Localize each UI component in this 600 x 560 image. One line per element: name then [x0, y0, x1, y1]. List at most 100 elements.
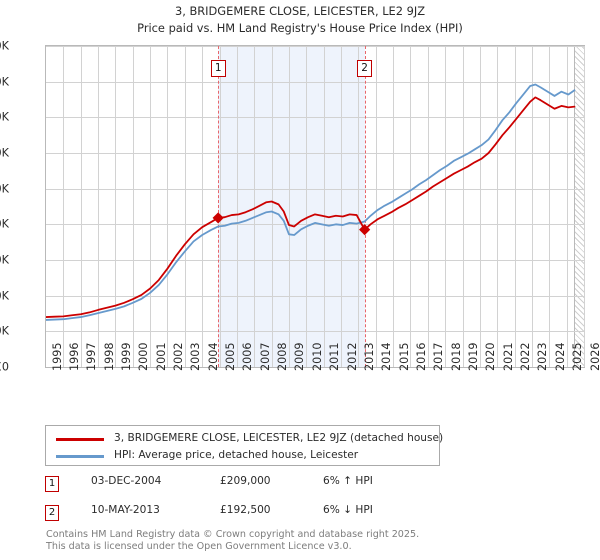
x-axis-tick-label: 2017 — [432, 342, 446, 371]
gridline-vertical — [167, 46, 169, 367]
transaction-row[interactable]: 1 03-DEC-2004 £209,000 6% ↑ HPI — [45, 475, 465, 495]
x-axis-tick-label: 2005 — [224, 342, 238, 371]
transaction-hpi-delta: 6% ↑ HPI — [323, 475, 373, 487]
x-axis-tick-label: 1996 — [67, 342, 81, 371]
gridline-horizontal — [46, 295, 584, 297]
transaction-row[interactable]: 2 10-MAY-2013 £192,500 6% ↓ HPI — [45, 504, 465, 524]
x-axis-tick-label: 2023 — [536, 342, 550, 371]
gridline-vertical — [375, 46, 377, 367]
x-axis-tick-label: 2010 — [310, 342, 324, 371]
x-axis-tick-label: 1997 — [85, 342, 99, 371]
gridline-vertical — [98, 46, 100, 367]
gridline-horizontal — [46, 117, 584, 119]
series-lines — [46, 46, 584, 367]
gridline-vertical — [80, 46, 82, 367]
x-axis-tick-label: 2006 — [241, 342, 255, 371]
gridline-vertical — [549, 46, 551, 367]
gridline-vertical — [341, 46, 343, 367]
x-axis-tick-label: 2003 — [189, 342, 203, 371]
data-point-marker-1 — [212, 212, 224, 224]
legend-swatch-price-paid — [56, 438, 104, 441]
gridline-horizontal — [46, 260, 584, 261]
gridline-horizontal — [46, 224, 584, 226]
transaction-hpi-delta: 6% ↓ HPI — [323, 504, 373, 516]
x-axis-tick-label: 2008 — [276, 342, 290, 371]
gridline-vertical — [479, 46, 481, 367]
gridline-vertical — [115, 46, 117, 367]
x-axis-tick-label: 2021 — [501, 342, 515, 371]
y-axis-tick-label: £0 — [0, 360, 9, 374]
annotation-vline-1 — [218, 46, 220, 367]
footer-line-2: This data is licensed under the Open Gov… — [46, 540, 352, 552]
x-axis-tick-label: 2011 — [328, 342, 342, 371]
gridline-vertical — [358, 46, 360, 367]
gridline-vertical — [219, 46, 221, 367]
gridline-vertical — [445, 46, 447, 367]
chart-legend: 3, BRIDGEMERE CLOSE, LEICESTER, LE2 9JZ … — [45, 425, 443, 466]
gridline-vertical — [254, 46, 256, 367]
annotation-vline-2 — [364, 46, 366, 367]
gridline-vertical — [306, 46, 308, 367]
x-axis-tick-label: 2025 — [571, 342, 585, 371]
gridline-vertical — [566, 46, 568, 367]
x-axis-tick-label: 1999 — [119, 342, 133, 371]
page-subtitle: Price paid vs. HM Land Registry's House … — [137, 21, 463, 35]
gridline-vertical — [531, 46, 533, 367]
x-axis-tick-label: 2022 — [519, 342, 533, 371]
transaction-span-band — [218, 46, 365, 367]
x-axis-tick-label: 2014 — [380, 342, 394, 371]
gridline-vertical — [184, 46, 186, 367]
transaction-index-badge: 1 — [45, 476, 59, 492]
y-axis-tick-label: £300K — [0, 146, 9, 160]
x-axis-tick-label: 2007 — [258, 342, 272, 371]
transaction-price: £209,000 — [220, 475, 271, 487]
gridline-vertical — [288, 46, 290, 367]
gridline-horizontal — [46, 331, 584, 333]
transaction-index-badge: 2 — [45, 505, 59, 521]
y-axis-tick-label: £100K — [0, 289, 9, 303]
x-axis-tick-label: 1998 — [102, 342, 116, 371]
gridline-horizontal — [46, 153, 584, 154]
y-axis-tick-label: £150K — [0, 253, 9, 267]
legend-swatch-hpi — [56, 455, 104, 458]
gridline-vertical — [63, 46, 65, 367]
gridline-vertical — [427, 46, 429, 367]
gridline-vertical — [150, 46, 152, 367]
x-axis-tick-label: 2001 — [154, 342, 168, 371]
chart-plot-area — [45, 45, 585, 368]
annotation-flag-2[interactable]: 2 — [357, 60, 373, 77]
footer-line-1: Contains HM Land Registry data © Crown c… — [46, 529, 420, 540]
y-axis-tick-label: £250K — [0, 182, 9, 196]
x-axis-tick-label: 2018 — [449, 342, 463, 371]
x-axis-tick-label: 2009 — [293, 342, 307, 371]
gridline-vertical — [271, 46, 273, 367]
transaction-date: 03-DEC-2004 — [91, 475, 162, 487]
y-axis-tick-label: £50K — [0, 324, 9, 338]
x-axis-tick-label: 2024 — [553, 342, 567, 371]
data-point-marker-2 — [359, 224, 371, 236]
gridline-horizontal — [46, 46, 584, 47]
annotation-flag-1[interactable]: 1 — [210, 60, 226, 77]
transaction-date: 10-MAY-2013 — [91, 504, 160, 516]
gridline-vertical — [410, 46, 412, 367]
x-axis-tick-label: 2019 — [467, 342, 481, 371]
gridline-vertical — [584, 46, 585, 367]
y-axis-tick-label: £450K — [0, 39, 9, 53]
page-title: 3, BRIDGEMERE CLOSE, LEICESTER, LE2 9JZ — [174, 4, 426, 18]
y-axis-tick-label: £200K — [0, 217, 9, 231]
footer-attribution: Contains HM Land Registry data © Crown c… — [46, 529, 586, 552]
x-axis-tick-label: 1995 — [50, 342, 64, 371]
gridline-vertical — [236, 46, 238, 367]
gridline-vertical — [393, 46, 395, 367]
gridline-horizontal — [46, 188, 584, 190]
gridline-vertical — [514, 46, 516, 367]
x-axis-tick-label: 2013 — [362, 342, 376, 371]
x-axis-tick-label: 2015 — [397, 342, 411, 371]
gridline-vertical — [202, 46, 204, 367]
x-axis-tick-label: 2020 — [484, 342, 498, 371]
gridline-vertical — [323, 46, 325, 367]
x-axis-tick-label: 2016 — [414, 342, 428, 371]
x-axis-tick-label: 2004 — [206, 342, 220, 371]
gridline-horizontal — [46, 81, 584, 83]
x-axis-tick-label: 2000 — [137, 342, 151, 371]
